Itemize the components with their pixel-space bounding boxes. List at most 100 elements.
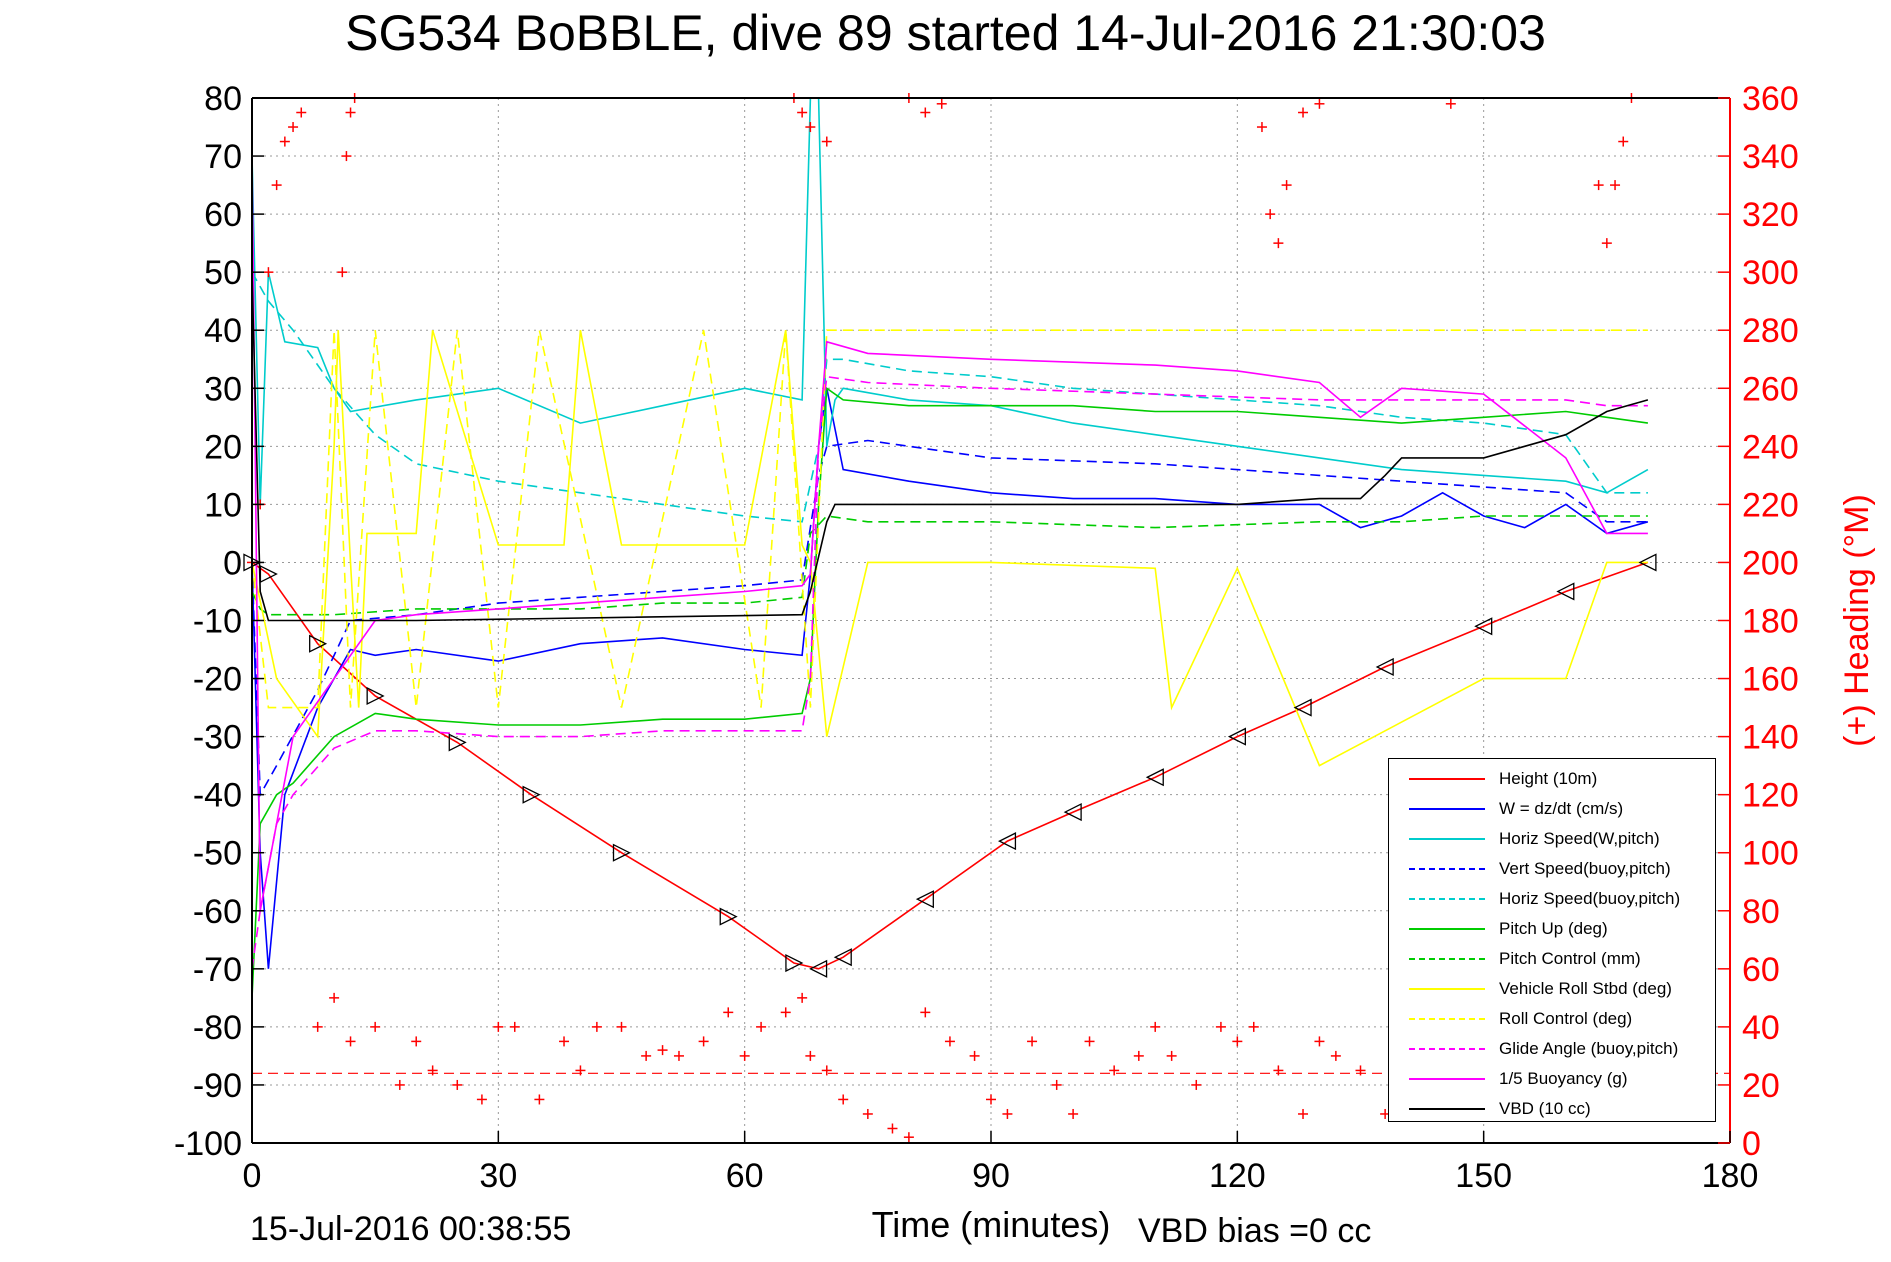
- heading-point: [1314, 1036, 1325, 1047]
- heading-point: [271, 180, 282, 191]
- heading-point-upper: [1256, 122, 1267, 133]
- heading-point: [559, 1036, 570, 1047]
- series-line-3: [251, 439, 1648, 798]
- height-triangle: [1227, 727, 1246, 746]
- legend-item: Vehicle Roll Stbd (deg): [1389, 977, 1715, 1001]
- height-triangle: [259, 565, 278, 584]
- heading-point: [509, 1021, 520, 1032]
- y-tick-label-left: -20: [193, 661, 242, 699]
- height-markers: [243, 553, 1657, 978]
- series-line-11: [251, 272, 1649, 622]
- heading-point: [1068, 1108, 1079, 1119]
- y-tick-label-right: 80: [1742, 893, 1780, 931]
- heading-point: [797, 992, 808, 1003]
- height-triangle: [915, 890, 934, 909]
- y-tick-label-left: 40: [204, 312, 242, 350]
- y-tick-label-right: 360: [1742, 80, 1799, 118]
- y-tick-label-right: 200: [1742, 544, 1799, 582]
- heading-point: [329, 992, 340, 1003]
- legend-label: Vehicle Roll Stbd (deg): [1499, 979, 1672, 998]
- legend-swatch: [1409, 1018, 1485, 1020]
- heading-point: [279, 136, 290, 147]
- heading-point: [969, 1050, 980, 1061]
- heading-point: [370, 1021, 381, 1032]
- heading-point: [838, 1094, 849, 1105]
- series-line-9: [251, 375, 1648, 969]
- x-tick-label: 90: [972, 1157, 1010, 1195]
- y-tick-label-right: 300: [1742, 254, 1799, 292]
- x-tick-label: 0: [243, 1157, 262, 1195]
- heading-point: [616, 1021, 627, 1032]
- heading-point: [1298, 1108, 1309, 1119]
- heading-point: [1166, 1050, 1177, 1061]
- y-tick-label-left: -100: [174, 1125, 242, 1163]
- heading-point: [312, 1021, 323, 1032]
- y-tick-label-right: 0: [1742, 1125, 1761, 1163]
- y-tick-label-right: 120: [1742, 777, 1799, 815]
- legend-swatch: [1409, 1108, 1485, 1110]
- heading-point: [411, 1036, 422, 1047]
- legend-swatch: [1409, 868, 1485, 870]
- series-line-8: [251, 329, 1648, 709]
- x-tick-label: 180: [1702, 1157, 1759, 1195]
- x-tick-label: 120: [1209, 1157, 1266, 1195]
- y-tick-label-left: -80: [193, 1009, 242, 1047]
- heading-point: [1232, 1036, 1243, 1047]
- legend-label: Horiz Speed(buoy,pitch): [1499, 889, 1681, 908]
- heading-point-upper: [821, 136, 832, 147]
- heading-point: [986, 1094, 996, 1105]
- y-tick-label-right: 260: [1742, 370, 1799, 408]
- y-tick-label-left: 70: [204, 138, 242, 176]
- y-tick-label-left: 0: [223, 544, 242, 582]
- legend-swatch: [1409, 958, 1485, 960]
- y-tick-label-right: 280: [1742, 312, 1799, 350]
- y-tick-label-left: -30: [193, 719, 242, 757]
- heading-point: [534, 1094, 545, 1105]
- legend-label: Pitch Up (deg): [1499, 919, 1608, 938]
- legend-label: 1/5 Buoyancy (g): [1499, 1069, 1628, 1088]
- heading-point-upper: [1618, 136, 1629, 147]
- heading-point: [944, 1036, 955, 1047]
- heading-point-upper: [1281, 180, 1292, 191]
- y-tick-label-right: 60: [1742, 951, 1780, 989]
- heading-point-upper: [1593, 180, 1604, 191]
- heading-point-upper: [805, 122, 816, 133]
- legend: Height (10m) W = dz/dt (cm/s) Horiz Speed(…: [1388, 758, 1716, 1122]
- heading-point: [756, 1021, 767, 1032]
- heading-point: [723, 1007, 734, 1018]
- heading-point: [1248, 1021, 1259, 1032]
- heading-point: [1027, 1036, 1038, 1047]
- heading-point: [476, 1094, 487, 1105]
- heading-point: [493, 1021, 504, 1032]
- heading-point: [1051, 1079, 1062, 1090]
- y-tick-label-right: 180: [1742, 603, 1799, 641]
- x-tick-label: 150: [1455, 1157, 1512, 1195]
- heading-point: [1002, 1108, 1013, 1119]
- heading-point: [805, 1050, 816, 1061]
- x-tick-label: 60: [726, 1157, 764, 1195]
- height-triangle: [522, 785, 541, 804]
- heading-point-upper: [797, 107, 808, 118]
- heading-point: [698, 1036, 709, 1047]
- heading-point-upper: [920, 107, 931, 118]
- heading-point: [641, 1050, 652, 1061]
- legend-item: Vert Speed(buoy,pitch): [1389, 857, 1715, 881]
- series-lines: [251, 97, 1649, 998]
- heading-point: [739, 1050, 750, 1061]
- y-tick-label-left: 50: [204, 254, 242, 292]
- series-line-2: [251, 97, 1649, 505]
- height-triangle: [785, 953, 804, 973]
- heading-point: [903, 1132, 914, 1143]
- height-triangle: [1474, 617, 1493, 636]
- legend-label: W = dz/dt (cm/s): [1499, 799, 1624, 818]
- y-tick-label-left: -10: [193, 603, 242, 641]
- heading-point-upper: [1298, 107, 1309, 118]
- y-tick-label-right: 220: [1742, 486, 1799, 524]
- footer-end-time: 15-Jul-2016 00:38:55: [250, 1210, 572, 1248]
- heading-point-upper: [1445, 98, 1456, 109]
- heading-point: [263, 267, 274, 278]
- height-triangle: [833, 948, 852, 967]
- height-triangle: [1145, 768, 1164, 787]
- heading-point-upper: [1314, 98, 1325, 109]
- y-tick-label-left: 10: [204, 486, 242, 524]
